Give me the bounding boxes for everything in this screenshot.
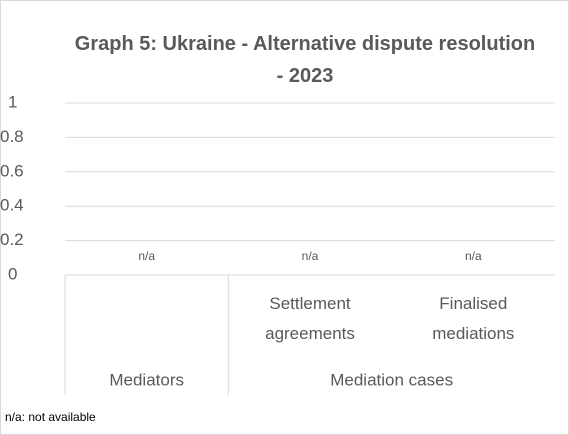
chart-title: Graph 5: Ukraine - Alternative dispute r…	[75, 33, 535, 87]
footnote: n/a: not available	[5, 410, 96, 424]
y-tick-label: 0.4	[0, 196, 24, 215]
group-label: Mediation cases	[330, 370, 453, 389]
group-label: Mediators	[109, 370, 184, 389]
y-tick-label: 0	[8, 264, 17, 283]
x-tick-label: Settlement agreements	[265, 294, 355, 343]
y-tick-label: 1	[8, 92, 17, 111]
value-label: n/a	[302, 249, 319, 263]
value-label: n/a	[138, 249, 155, 263]
y-tick-label: 0.2	[0, 230, 24, 249]
value-label: n/a	[465, 249, 482, 263]
y-tick-label: 0.8	[0, 127, 24, 146]
y-tick-label: 0.6	[0, 161, 24, 180]
x-tick-label: Finalised mediations	[432, 294, 514, 343]
